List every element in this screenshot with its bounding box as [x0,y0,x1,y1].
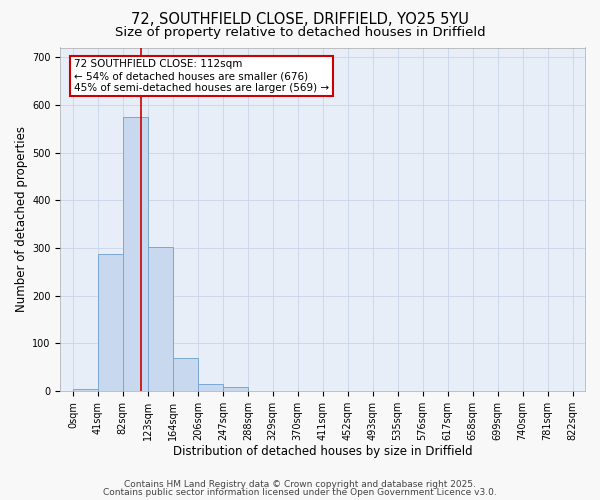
Bar [198,384,223,391]
Bar [148,246,173,391]
Bar [73,389,98,391]
Text: Contains HM Land Registry data © Crown copyright and database right 2025.: Contains HM Land Registry data © Crown c… [124,480,476,489]
Text: Contains public sector information licensed under the Open Government Licence v3: Contains public sector information licen… [103,488,497,497]
Bar [123,116,148,391]
Y-axis label: Number of detached properties: Number of detached properties [15,126,28,312]
X-axis label: Distribution of detached houses by size in Driffield: Distribution of detached houses by size … [173,444,473,458]
Bar [223,388,248,391]
Bar [98,254,123,391]
Bar [173,358,198,391]
Text: 72 SOUTHFIELD CLOSE: 112sqm
← 54% of detached houses are smaller (676)
45% of se: 72 SOUTHFIELD CLOSE: 112sqm ← 54% of det… [74,60,329,92]
Text: Size of property relative to detached houses in Driffield: Size of property relative to detached ho… [115,26,485,39]
Text: 72, SOUTHFIELD CLOSE, DRIFFIELD, YO25 5YU: 72, SOUTHFIELD CLOSE, DRIFFIELD, YO25 5Y… [131,12,469,28]
